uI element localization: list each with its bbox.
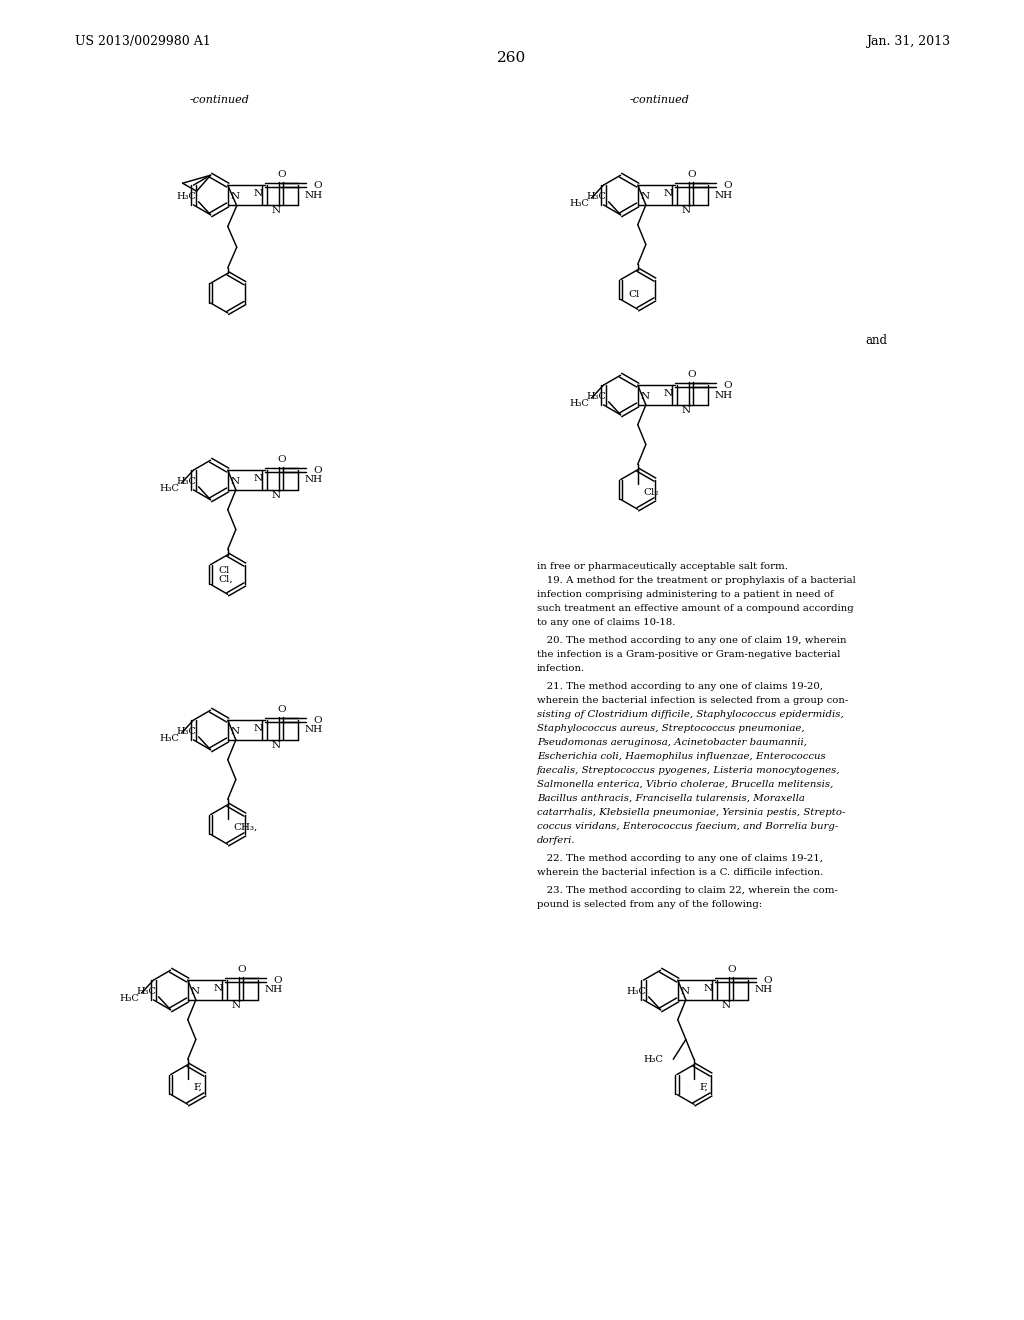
Text: O: O — [276, 705, 286, 714]
Text: H₃C: H₃C — [137, 987, 157, 997]
Text: N: N — [271, 742, 281, 750]
Text: sisting of Clostridium difficile, Staphylococcus epidermidis,: sisting of Clostridium difficile, Staphy… — [537, 710, 844, 719]
Text: N: N — [682, 407, 691, 416]
Text: Cl₂: Cl₂ — [644, 487, 659, 496]
Text: Jan. 31, 2013: Jan. 31, 2013 — [866, 36, 950, 49]
Text: 22. The method according to any one of claims 19-21,: 22. The method according to any one of c… — [537, 854, 823, 863]
Text: NH: NH — [305, 726, 324, 734]
Text: and: and — [865, 334, 887, 346]
Text: Salmonella enterica, Vibrio cholerae, Brucella melitensis,: Salmonella enterica, Vibrio cholerae, Br… — [537, 780, 834, 789]
Text: NH: NH — [715, 190, 733, 199]
Text: pound is selected from any of the following:: pound is selected from any of the follow… — [537, 900, 762, 909]
Text: F,: F, — [700, 1082, 709, 1092]
Text: Bacillus anthracis, Francisella tularensis, Moraxella: Bacillus anthracis, Francisella tularens… — [537, 795, 805, 803]
Text: O: O — [687, 370, 695, 379]
Text: H₃C: H₃C — [643, 1055, 664, 1064]
Text: catarrhalis, Klebsiella pneumoniae, Yersinia pestis, Strepto-: catarrhalis, Klebsiella pneumoniae, Yers… — [537, 808, 846, 817]
Text: H₃C: H₃C — [160, 483, 179, 492]
Text: N: N — [703, 983, 713, 993]
Text: Cl,: Cl, — [218, 576, 233, 583]
Text: CH₃,: CH₃, — [233, 822, 258, 832]
Text: such treatment an effective amount of a compound according: such treatment an effective amount of a … — [537, 605, 854, 612]
Text: N: N — [722, 1002, 731, 1010]
Text: O: O — [276, 170, 286, 180]
Text: N: N — [640, 193, 649, 202]
Text: O: O — [276, 455, 286, 465]
Text: N: N — [640, 392, 649, 401]
Text: N: N — [231, 1002, 241, 1010]
Text: N: N — [230, 478, 240, 486]
Text: 21. The method according to any one of claims 19-20,: 21. The method according to any one of c… — [537, 682, 823, 690]
Text: wherein the bacterial infection is a C. difficile infection.: wherein the bacterial infection is a C. … — [537, 869, 823, 876]
Text: H₃C: H₃C — [177, 193, 197, 201]
Text: infection comprising administering to a patient in need of: infection comprising administering to a … — [537, 590, 834, 599]
Text: N: N — [253, 474, 262, 483]
Text: H₃C: H₃C — [587, 193, 606, 201]
Text: N: N — [664, 189, 672, 198]
Text: N: N — [230, 193, 240, 202]
Text: N: N — [230, 727, 240, 737]
Text: O: O — [273, 975, 282, 985]
Text: O: O — [723, 380, 731, 389]
Text: 19. A method for the treatment or prophylaxis of a bacterial: 19. A method for the treatment or prophy… — [537, 576, 856, 585]
Text: to any one of claims 10-18.: to any one of claims 10-18. — [537, 618, 676, 627]
Text: Cl: Cl — [629, 290, 640, 298]
Text: O: O — [727, 965, 735, 974]
Text: wherein the bacterial infection is selected from a group con-: wherein the bacterial infection is selec… — [537, 696, 848, 705]
Text: N: N — [682, 206, 691, 215]
Text: N: N — [253, 189, 262, 198]
Text: N: N — [190, 987, 200, 997]
Text: O: O — [723, 181, 731, 190]
Text: 260: 260 — [498, 51, 526, 65]
Text: faecalis, Streptococcus pyogenes, Listeria monocytogenes,: faecalis, Streptococcus pyogenes, Lister… — [537, 766, 841, 775]
Text: H₃C: H₃C — [177, 727, 197, 737]
Text: O: O — [313, 466, 322, 475]
Text: N: N — [271, 491, 281, 500]
Text: Cl: Cl — [218, 566, 230, 576]
Text: H₃C: H₃C — [120, 994, 139, 1003]
Text: O: O — [687, 170, 695, 180]
Text: -continued: -continued — [630, 95, 690, 106]
Text: Pseudomonas aeruginosa, Acinetobacter baumannii,: Pseudomonas aeruginosa, Acinetobacter ba… — [537, 738, 807, 747]
Text: the infection is a Gram-positive or Gram-negative bacterial: the infection is a Gram-positive or Gram… — [537, 649, 841, 659]
Text: coccus viridans, Enterococcus faecium, and Borrelia burg-: coccus viridans, Enterococcus faecium, a… — [537, 822, 839, 832]
Text: N: N — [680, 987, 689, 997]
Text: -continued: -continued — [190, 95, 250, 106]
Text: O: O — [313, 715, 322, 725]
Text: N: N — [664, 388, 672, 397]
Text: N: N — [213, 983, 222, 993]
Text: NH: NH — [305, 190, 324, 199]
Text: 20. The method according to any one of claim 19, wherein: 20. The method according to any one of c… — [537, 636, 847, 645]
Text: dorferi.: dorferi. — [537, 836, 575, 845]
Text: Staphylococcus aureus, Streptococcus pneumoniae,: Staphylococcus aureus, Streptococcus pne… — [537, 723, 805, 733]
Text: N: N — [271, 206, 281, 215]
Text: NH: NH — [755, 986, 773, 994]
Text: H₃C: H₃C — [627, 987, 646, 997]
Text: O: O — [313, 181, 322, 190]
Text: H₃C: H₃C — [160, 734, 179, 743]
Text: Escherichia coli, Haemophilus influenzae, Enterococcus: Escherichia coli, Haemophilus influenzae… — [537, 752, 825, 762]
Text: 23. The method according to claim 22, wherein the com-: 23. The method according to claim 22, wh… — [537, 886, 838, 895]
Text: NH: NH — [265, 986, 283, 994]
Text: H₃C: H₃C — [569, 198, 590, 207]
Text: H₃C: H₃C — [587, 392, 606, 401]
Text: O: O — [237, 965, 246, 974]
Text: in free or pharmaceutically acceptable salt form.: in free or pharmaceutically acceptable s… — [537, 562, 788, 572]
Text: NH: NH — [305, 475, 324, 484]
Text: H₃C: H₃C — [177, 478, 197, 486]
Text: N: N — [253, 723, 262, 733]
Text: infection.: infection. — [537, 664, 586, 673]
Text: O: O — [763, 975, 771, 985]
Text: US 2013/0029980 A1: US 2013/0029980 A1 — [75, 36, 211, 49]
Text: F,: F, — [194, 1082, 203, 1092]
Text: NH: NH — [715, 391, 733, 400]
Text: H₃C: H₃C — [569, 399, 590, 408]
